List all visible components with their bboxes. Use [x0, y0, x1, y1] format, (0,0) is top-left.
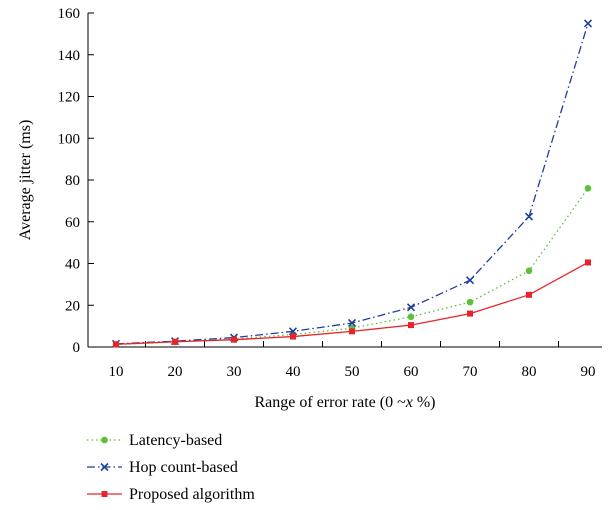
y-tick-label: 120 [58, 90, 81, 106]
x-tick-label: 40 [286, 364, 301, 380]
x-tick-label: 60 [404, 364, 419, 380]
y-tick-label: 140 [58, 48, 81, 64]
data-point [465, 276, 475, 285]
data-point [467, 310, 473, 317]
series-line [115, 23, 589, 345]
legend-item: Proposed algorithm [87, 486, 255, 503]
x-tick-label: 30 [227, 364, 242, 380]
legend-label: Proposed algorithm [129, 486, 255, 503]
x-tick-label: 50 [345, 364, 360, 380]
data-point [584, 185, 592, 192]
data-point [526, 291, 532, 298]
y-tick-label: 20 [65, 298, 80, 314]
y-tick-label: 40 [65, 257, 80, 273]
y-tick-label: 0 [73, 340, 81, 356]
legend-item: Hop count-based [87, 459, 238, 476]
legend: Latency-based Hop count-based Proposed alg… [87, 432, 255, 503]
data-point [408, 322, 414, 329]
x-tick-label: 70 [463, 364, 478, 380]
legend-label: Latency-based [129, 432, 222, 449]
data-point [524, 212, 534, 221]
x-axis-label: Range of error rate (0 ~x %) [254, 394, 435, 411]
x-tick-label: 10 [109, 364, 124, 380]
data-point [349, 328, 355, 335]
x-tick-label: 80 [522, 364, 537, 380]
y-tick-label: 160 [58, 6, 81, 22]
data-point [406, 303, 416, 312]
data-point [525, 267, 533, 275]
y-tick-label: 60 [65, 215, 80, 231]
data-point [113, 341, 119, 348]
data-point [407, 313, 415, 321]
legend-marker [101, 436, 108, 444]
y-tick-label: 80 [65, 173, 80, 189]
axes: 0 20 40 60 80 100 120 140 160 10 20 30 40 50 60 70 80 90 [58, 6, 602, 380]
data-point [583, 19, 593, 28]
data-point [585, 259, 591, 266]
y-tick-label: 100 [58, 131, 81, 147]
legend-marker [100, 462, 109, 472]
x-tick-label: 20 [168, 364, 183, 380]
legend-label: Hop count-based [129, 459, 238, 476]
data-point [290, 333, 296, 340]
data-point [347, 318, 357, 328]
x-tick-label: 90 [581, 364, 596, 380]
series-layer [111, 19, 593, 348]
series-2 [113, 259, 591, 348]
data-point [466, 298, 474, 306]
legend-item: Latency-based [87, 432, 222, 449]
legend-marker [101, 491, 108, 497]
series-line [115, 187, 589, 346]
data-point [231, 336, 237, 343]
data-point [172, 338, 178, 345]
y-axis-label: Average jitter (ms) [17, 120, 34, 241]
